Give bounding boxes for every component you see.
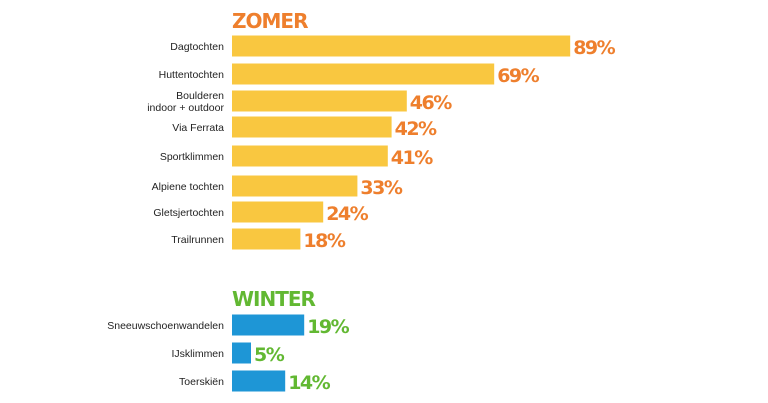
zomer-value-label-2: 46% <box>410 92 452 114</box>
zomer-value-label-1: 69% <box>497 65 539 87</box>
zomer-category-label-4: Sportklimmen <box>160 151 224 163</box>
zomer-bar-7 <box>232 228 301 250</box>
zomer-category-label-7: Trailrunnen <box>171 234 224 246</box>
winter-category-label-2: Toerskiën <box>179 376 224 388</box>
zomer-value-label-4: 41% <box>391 147 433 169</box>
zomer-title: ZOMER <box>232 9 308 33</box>
zomer-bar-4 <box>232 145 388 167</box>
zomer-category-label-1: Huttentochten <box>159 69 225 81</box>
zomer-value-label-6: 24% <box>326 203 368 225</box>
zomer-value-label-0: 89% <box>573 37 615 59</box>
winter-value-label-0: 19% <box>307 316 349 338</box>
zomer-bar-6 <box>232 201 324 223</box>
zomer-bar-3 <box>232 116 392 138</box>
zomer-bar-5 <box>232 175 358 197</box>
zomer-value-label-3: 42% <box>395 118 437 140</box>
winter-value-label-1: 5% <box>254 344 285 366</box>
winter-value-label-2: 14% <box>288 372 330 394</box>
zomer-category-label-6: Gletsjertochten <box>153 207 224 219</box>
zomer-value-label-5: 33% <box>360 177 402 199</box>
zomer-category-label-3: Via Ferrata <box>172 122 224 134</box>
zomer-category-label-2-line-1: indoor + outdoor <box>147 102 224 114</box>
zomer-category-label-0: Dagtochten <box>170 41 224 53</box>
winter-bar-2 <box>232 370 286 392</box>
zomer-bar-0 <box>232 35 571 57</box>
zomer-bar-2 <box>232 90 407 112</box>
zomer-category-label-2-line-0: Boulderen <box>176 90 224 102</box>
zomer-bar-1 <box>232 63 495 85</box>
zomer-category-label-5: Alpiene tochten <box>152 181 225 193</box>
winter-bar-1 <box>232 342 251 364</box>
winter-category-label-1: IJsklimmen <box>171 348 224 360</box>
zomer-value-label-7: 18% <box>303 230 345 252</box>
winter-category-label-0: Sneeuwschoenwandelen <box>107 320 224 332</box>
winter-title: WINTER <box>232 287 316 311</box>
winter-bar-0 <box>232 314 305 336</box>
